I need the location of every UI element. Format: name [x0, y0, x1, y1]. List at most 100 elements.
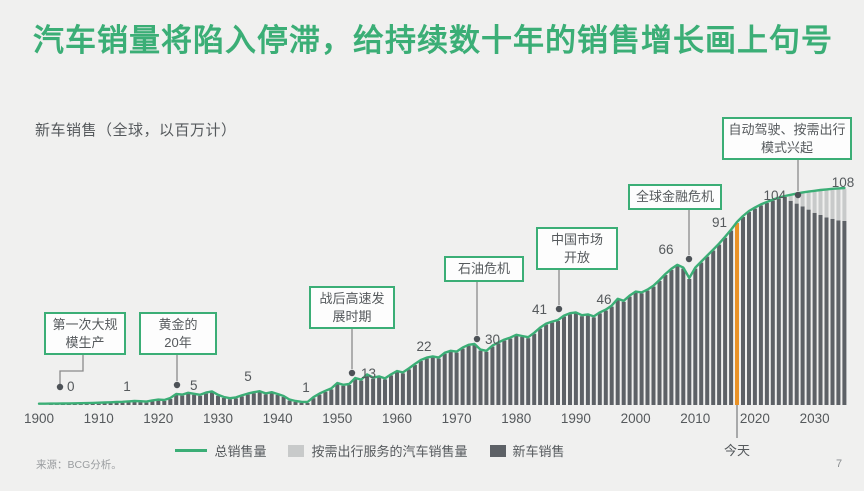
new-car-sales-bar — [329, 389, 334, 405]
new-car-sales-bar — [478, 350, 483, 405]
new-car-sales-bar — [150, 401, 155, 405]
annotation-golden-20s: 黄金的 20年 — [139, 312, 217, 356]
annotation-oil-crisis: 石油危机 — [444, 256, 524, 282]
x-axis-tick-label: 1910 — [84, 411, 114, 426]
new-car-sales-bar — [538, 328, 543, 405]
new-car-sales-bar — [186, 393, 191, 405]
new-car-sales-bar — [633, 292, 638, 405]
new-car-sales-bar — [717, 244, 722, 405]
on-demand-sales-bar-segment — [788, 195, 793, 201]
new-car-sales-bar — [204, 393, 208, 405]
new-car-sales-bar — [168, 399, 173, 405]
data-point-label: 1 — [302, 380, 310, 395]
annotation-dot — [473, 335, 481, 343]
total-line-swatch — [175, 449, 208, 452]
new-car-sales-bar — [830, 218, 835, 405]
new-car-sales-bar — [156, 400, 161, 405]
new-car-sales-bar — [216, 395, 220, 405]
new-car-sales-bar — [639, 293, 644, 405]
new-car-sales-bar — [556, 321, 560, 405]
new-car-sales-bar — [305, 403, 310, 405]
on-demand-sales-bar-segment — [842, 189, 847, 221]
new-car-sales-bar — [550, 322, 555, 405]
new-car-sales-bar — [442, 353, 447, 405]
new-car-sales-bar — [669, 269, 674, 405]
x-axis-tick-label: 1950 — [322, 411, 352, 426]
x-axis-tick-label: 1940 — [263, 411, 293, 426]
new-car-sales-bar — [257, 392, 262, 405]
new-car-sales-bar — [406, 369, 411, 405]
new-car-sales-bar — [645, 290, 650, 405]
annotation-dot — [555, 305, 563, 313]
new-car-sales-bar — [347, 385, 352, 405]
new-car-sales-bar — [687, 279, 692, 405]
new-car-sales-bar — [603, 310, 608, 405]
new-car-sales-bar — [657, 281, 662, 405]
new-car-sales-bar — [353, 379, 358, 405]
x-axis-tick-label: 1920 — [143, 411, 173, 426]
new-car-sales-bar — [78, 404, 83, 405]
new-car-sales-bar — [776, 198, 781, 405]
new-car-sales-bar — [705, 256, 710, 405]
new-car-sales-bar — [729, 230, 734, 405]
new-car-sales-bar — [60, 404, 65, 405]
annotation-connector — [59, 355, 84, 384]
new-car-sales-bar — [764, 203, 769, 405]
new-car-sales-bar — [210, 392, 214, 405]
new-car-sales-bar — [251, 393, 256, 405]
x-axis-tick-label: 2020 — [740, 411, 770, 426]
new-car-sales-bar — [114, 403, 119, 405]
on-demand-sales-bar-segment — [830, 189, 835, 219]
new-car-sales-bar — [84, 404, 89, 405]
new-car-sales-bar — [532, 333, 537, 405]
new-car-sales-bar — [287, 400, 292, 405]
new-car-sales-bar — [496, 343, 501, 405]
x-axis-tick-label: 2000 — [621, 411, 651, 426]
new-car-sales-bar — [317, 394, 322, 405]
new-car-sales-bar — [747, 212, 751, 405]
new-car-sales-bar — [400, 373, 405, 405]
on-demand-sales-bar-segment — [806, 192, 811, 210]
total-sales-line — [37, 186, 846, 405]
new-car-sales-bar — [359, 380, 364, 405]
data-point-label: 41 — [532, 302, 547, 317]
page-title: 汽车销量将陷入停滞，给持续数十年的销售增长画上句号 — [33, 23, 833, 58]
chart-subtitle: 新车销售（全球，以百万计） — [35, 122, 237, 139]
new-car-sales-bar — [573, 313, 578, 405]
annotation-dot — [56, 383, 64, 391]
new-car-sales-bar — [424, 358, 429, 405]
new-car-sales-bar — [782, 197, 787, 405]
new-car-sales-bar — [412, 365, 417, 405]
new-car-sales-bar — [723, 237, 728, 405]
new-car-sales-bar — [174, 395, 179, 405]
new-car-sales-bar — [514, 335, 519, 405]
new-car-sales-bar — [562, 316, 566, 405]
data-point-label: 91 — [712, 215, 727, 230]
new-car-sales-bar — [227, 399, 232, 405]
new-car-sales-bar — [418, 361, 423, 405]
new-car-sales-bar — [239, 396, 244, 405]
new-car-sales-bar — [448, 351, 453, 405]
new-car-sales-bar — [323, 391, 328, 405]
legend-item-ondemand: 按需出行服务的汽车销售量 — [288, 441, 468, 460]
annotation-financial-crisis: 全球金融危机 — [628, 184, 722, 210]
new-car-sales-bar — [66, 404, 71, 405]
annotation-dot — [685, 255, 693, 263]
new-car-sales-bar — [293, 402, 298, 405]
new-car-sales-bar — [621, 301, 626, 405]
new-car-sales-bar — [430, 357, 435, 405]
x-axis-tick-label: 1990 — [561, 411, 591, 426]
new-car-sales-bar — [472, 345, 477, 405]
new-car-sales-bar — [460, 348, 465, 405]
new-car-sales-bar — [221, 398, 226, 405]
new-car-sales-bar — [544, 324, 549, 405]
new-car-sales-bar — [299, 402, 304, 405]
new-car-sales-bar — [263, 394, 268, 405]
new-car-sales-bar — [597, 313, 602, 405]
new-car-sales-bar — [711, 250, 716, 405]
new-car-sales-bar — [568, 314, 572, 405]
new-car-sales-bar — [72, 404, 77, 405]
new-car-sales-bar — [615, 299, 620, 405]
annotation-mass-production: 第一次大规 模生产 — [44, 312, 126, 356]
new-car-sales-bar — [233, 398, 238, 405]
